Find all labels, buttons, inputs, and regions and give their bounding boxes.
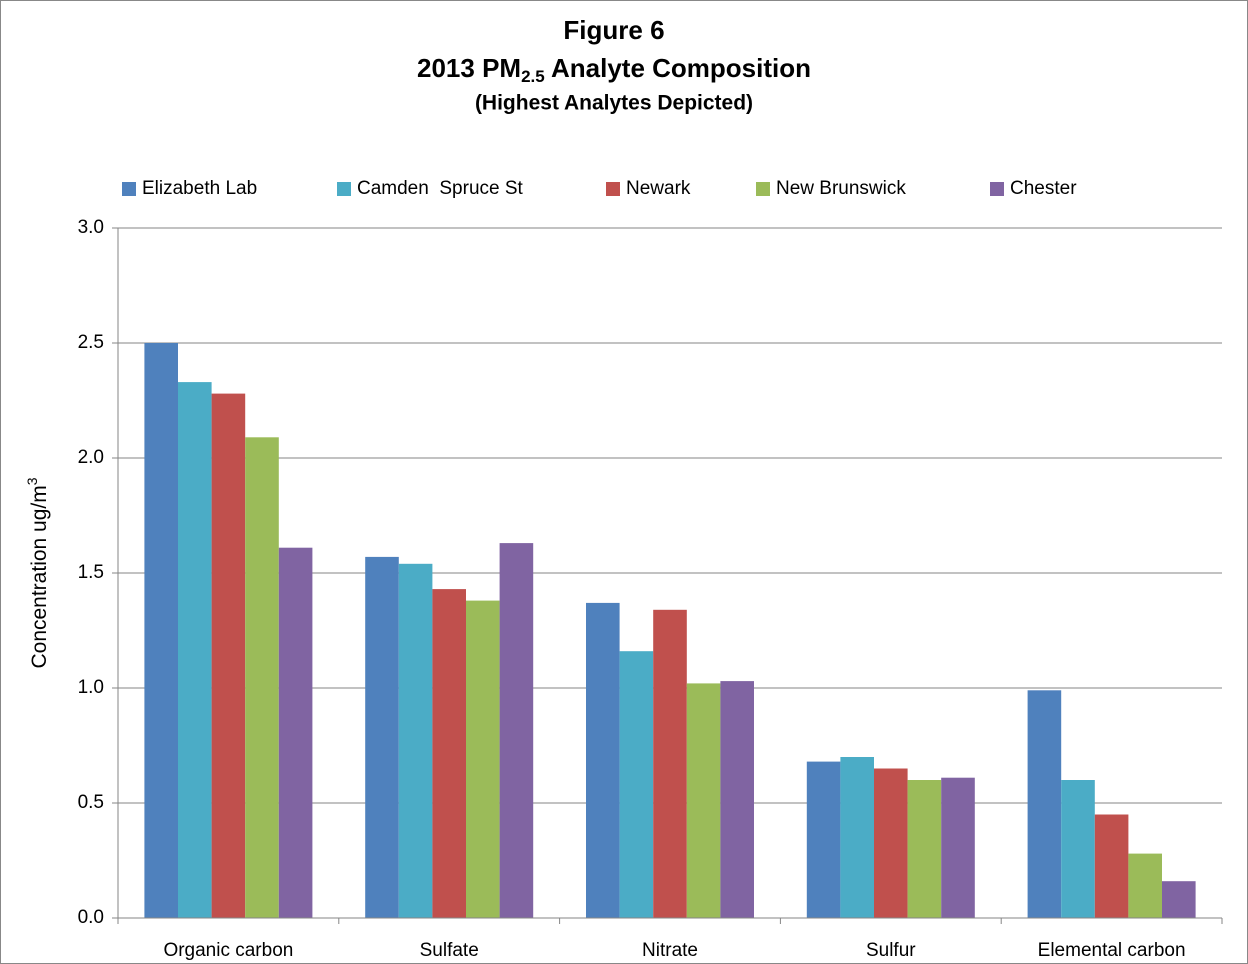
- bar: [278, 547, 313, 918]
- chart-note: (Highest Analytes Depicted): [475, 92, 753, 115]
- bar: [1027, 690, 1062, 918]
- subtitle-part: 2013 PM: [417, 53, 521, 83]
- bar: [1162, 881, 1196, 918]
- bar: [840, 757, 874, 918]
- bar: [806, 761, 841, 918]
- bar: [686, 683, 721, 918]
- bar: [432, 589, 466, 918]
- bar: [1128, 853, 1162, 918]
- x-tick-label: Sulfur: [866, 940, 916, 961]
- legend-swatch: [122, 182, 136, 196]
- bar: [874, 768, 908, 918]
- bar: [653, 609, 687, 918]
- bar: [211, 393, 246, 919]
- bar: [466, 600, 500, 918]
- chart-title: Figure 6: [563, 15, 664, 45]
- y-tick-label: 0.5: [78, 792, 104, 813]
- x-tick-label: Elemental carbon: [1038, 940, 1186, 961]
- y-axis-label: Concentration ug/m3: [24, 477, 51, 668]
- bar: [398, 563, 433, 918]
- y-label-superscript: 3: [24, 477, 40, 485]
- legend-label: Elizabeth Lab: [142, 178, 257, 199]
- legend-label: Newark: [626, 178, 691, 199]
- legend-swatch: [606, 182, 620, 196]
- y-tick-label: 3.0: [78, 217, 104, 238]
- y-tick-label: 2.0: [78, 447, 104, 468]
- y-tick-label: 1.0: [78, 677, 104, 698]
- legend-label: Chester: [1010, 178, 1077, 199]
- bar: [619, 651, 654, 918]
- y-tick-label: 1.5: [78, 562, 104, 583]
- y-label-part: Concentration ug/m: [28, 485, 51, 668]
- legend-swatch: [990, 182, 1004, 196]
- legend-swatch: [337, 182, 351, 196]
- bar: [586, 602, 620, 918]
- x-tick-label: Nitrate: [642, 940, 698, 961]
- legend-label: New Brunswick: [776, 178, 906, 199]
- subtitle-part: Analyte Composition: [545, 53, 811, 83]
- bar: [907, 780, 942, 918]
- bar: [365, 556, 399, 918]
- bar: [720, 681, 754, 918]
- x-tick-label: Sulfate: [420, 940, 479, 961]
- y-tick-label: 0.0: [78, 907, 104, 928]
- legend-swatch: [756, 182, 770, 196]
- chart-subtitle: 2013 PM2.5 Analyte Composition: [417, 53, 811, 87]
- bar: [941, 777, 975, 918]
- bar: [1094, 814, 1129, 918]
- x-tick-label: Organic carbon: [163, 940, 293, 961]
- y-tick-label: 2.5: [78, 332, 104, 353]
- bar: [144, 343, 178, 918]
- bar: [178, 382, 212, 919]
- bar: [1061, 780, 1095, 918]
- legend-label: Camden Spruce St: [357, 178, 524, 199]
- bar: [245, 437, 279, 918]
- bar: [499, 543, 534, 918]
- subtitle-subscript: 2.5: [521, 67, 545, 86]
